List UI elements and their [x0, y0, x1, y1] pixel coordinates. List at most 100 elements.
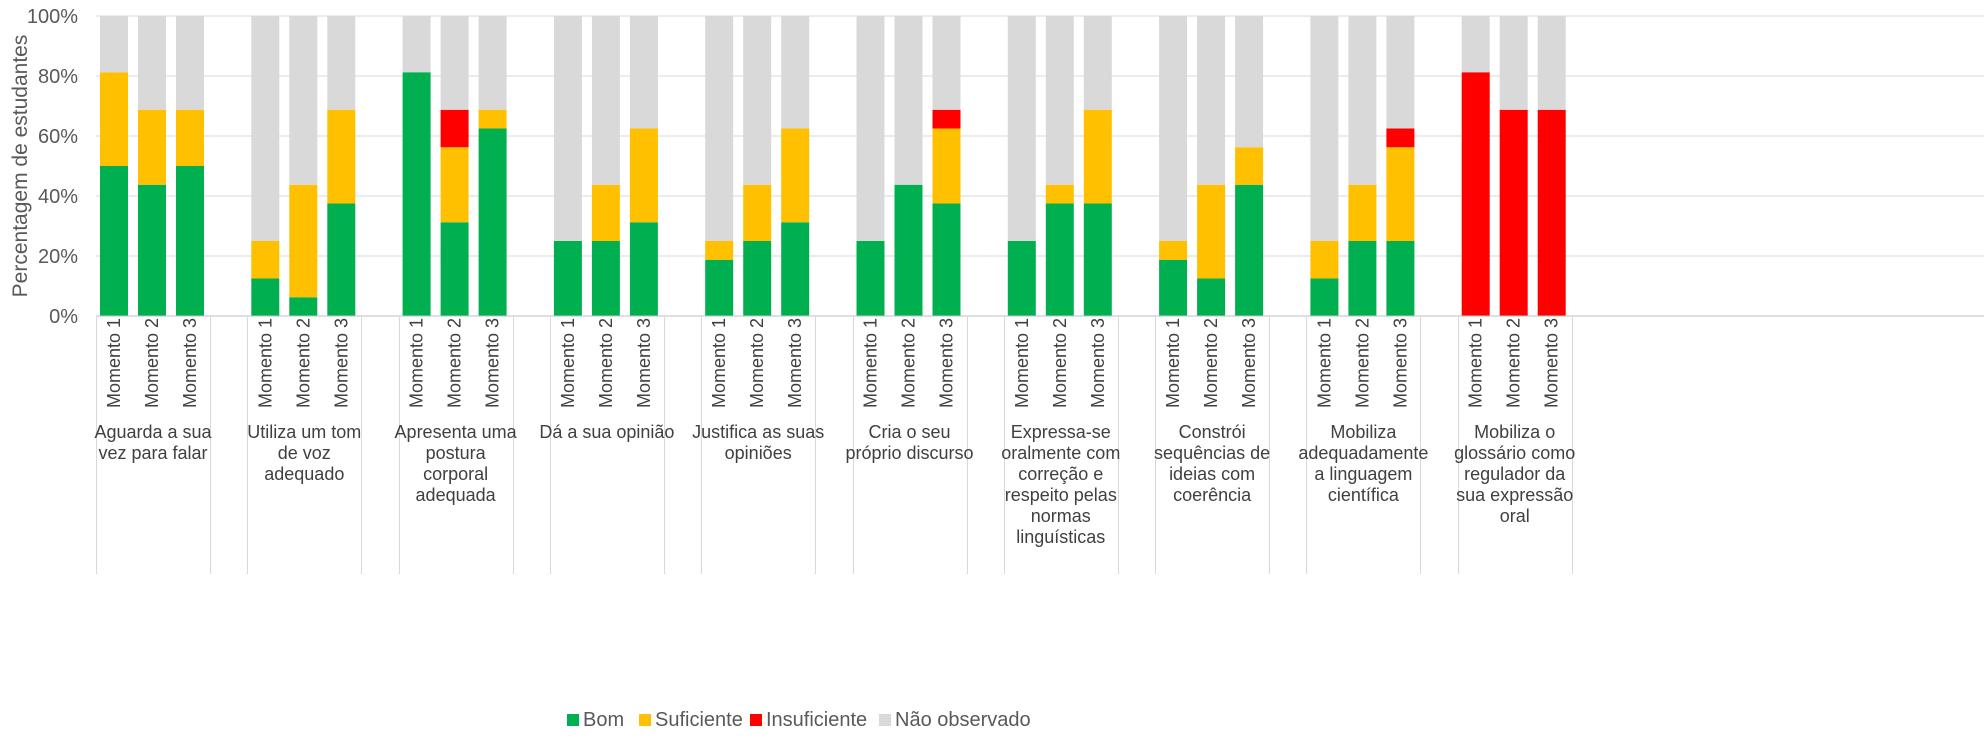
bar-segment: [1197, 278, 1226, 316]
x-tick-label: Momento 2: [1504, 318, 1524, 408]
bar-segment: [1083, 203, 1112, 316]
bar-segment: [138, 184, 166, 316]
group-label: Aguarda a sua: [94, 422, 212, 442]
bar-segment: [1310, 16, 1339, 241]
group-label: Utiliza um tom: [247, 422, 361, 442]
group-label: sequências de: [1154, 443, 1270, 463]
group-label: Cria o seu: [868, 422, 950, 442]
legend-label: Não observado: [895, 709, 1031, 731]
bar-segment: [1310, 278, 1339, 316]
x-tick-label: Momento 1: [861, 318, 881, 408]
x-tick-label: Momento 2: [1352, 318, 1372, 408]
y-axis-title: Percentagem de estudantes: [9, 35, 32, 298]
x-tick-label: Momento 2: [293, 318, 313, 408]
bar-segment: [932, 128, 961, 204]
bar-segment: [478, 109, 507, 129]
group-label: de voz: [278, 443, 331, 463]
bar-segment: [251, 241, 280, 279]
x-tick-label: Momento 3: [1390, 318, 1410, 408]
bar-segment: [100, 72, 128, 166]
group-label: ideias com: [1169, 464, 1255, 484]
bar-segment: [327, 109, 356, 204]
group-label: correção e: [1018, 464, 1103, 484]
bar-segment: [1461, 16, 1490, 73]
bar-segment: [1083, 109, 1112, 204]
bar-segment: [1537, 109, 1566, 316]
group-label: sua expressão: [1456, 485, 1573, 505]
bar-segment: [1348, 241, 1377, 316]
x-tick-label: Momento 2: [142, 318, 162, 408]
bar-segment: [1045, 203, 1074, 316]
bar-segment: [1007, 16, 1036, 241]
group-label: científica: [1328, 485, 1400, 505]
bar-segment: [1348, 16, 1377, 185]
x-tick-label: Momento 2: [1050, 318, 1070, 408]
bar-segment: [1159, 259, 1188, 316]
bar-segment: [100, 16, 128, 73]
group-label: oralmente com: [1001, 443, 1120, 463]
bar-segment: [478, 16, 507, 110]
legend-label: Suficiente: [655, 709, 743, 731]
bar-segment: [1537, 16, 1566, 110]
group-label: Dá a sua opinião: [539, 422, 674, 442]
group-label: glossário como: [1454, 443, 1575, 463]
group-label: a linguagem: [1314, 464, 1412, 484]
bar-segment: [402, 72, 431, 316]
group-label: regulador da: [1464, 464, 1566, 484]
bar-segment: [478, 128, 507, 316]
bar-segment: [138, 16, 166, 110]
x-tick-label: Momento 1: [1163, 318, 1183, 408]
x-tick-label: Momento 1: [1012, 318, 1032, 408]
labels: 0% 20% 40% 60% 80% 100% Momento 1 Momento 2 Mome…: [9, 6, 1575, 547]
bar-segment: [932, 16, 961, 110]
bar-segment: [402, 16, 431, 73]
bar-segment: [1235, 147, 1264, 185]
bar-segment: [1159, 16, 1188, 241]
bar-segment: [327, 203, 356, 316]
bar-segment: [1007, 241, 1036, 316]
bar-segment: [440, 16, 469, 110]
bar-segment: [289, 297, 318, 316]
bar-segment: [705, 16, 734, 241]
group-label: oral: [1500, 506, 1530, 526]
bar-segment: [591, 16, 620, 185]
bar-segment: [781, 128, 810, 223]
bar-segment: [327, 16, 356, 110]
bar-segment: [1461, 72, 1490, 316]
bar-segment: [1386, 147, 1415, 241]
legend-label: Insuficiente: [766, 709, 867, 731]
legend-swatch: [567, 714, 579, 726]
x-tick-label: Momento 2: [596, 318, 616, 408]
legend: Bom Suficiente Insuficiente Não observado: [567, 709, 1031, 731]
x-tick-label: Momento 2: [1201, 318, 1221, 408]
bar-segment: [894, 184, 923, 316]
group-label: Constrói: [1179, 422, 1246, 442]
x-tick-label: Momento 3: [937, 318, 957, 408]
bar-segment: [1235, 184, 1264, 316]
group-label: opiniões: [725, 443, 792, 463]
bar-segment: [932, 203, 961, 316]
legend-label: Bom: [583, 709, 624, 731]
bar-segment: [440, 222, 469, 316]
bar-segment: [781, 222, 810, 316]
group-label: Apresenta uma: [395, 422, 518, 442]
x-tick-label: Momento 1: [407, 318, 427, 408]
legend-swatch: [879, 714, 891, 726]
bar-segment: [1386, 241, 1415, 316]
bar-segment: [629, 222, 658, 316]
bar-segment: [176, 109, 204, 166]
bar-segment: [1045, 184, 1074, 204]
group-label: respeito pelas: [1005, 485, 1117, 505]
y-tick-label: 0%: [49, 306, 78, 328]
x-tick-label: Momento 1: [104, 318, 124, 408]
bar-segment: [553, 241, 582, 316]
bar-segment: [743, 184, 772, 241]
y-tick-label: 20%: [38, 246, 78, 268]
bar-segment: [553, 16, 582, 241]
group-label: vez para falar: [98, 443, 207, 463]
bar-segment: [440, 147, 469, 223]
bars: [100, 16, 1566, 316]
bar-segment: [1348, 184, 1377, 241]
